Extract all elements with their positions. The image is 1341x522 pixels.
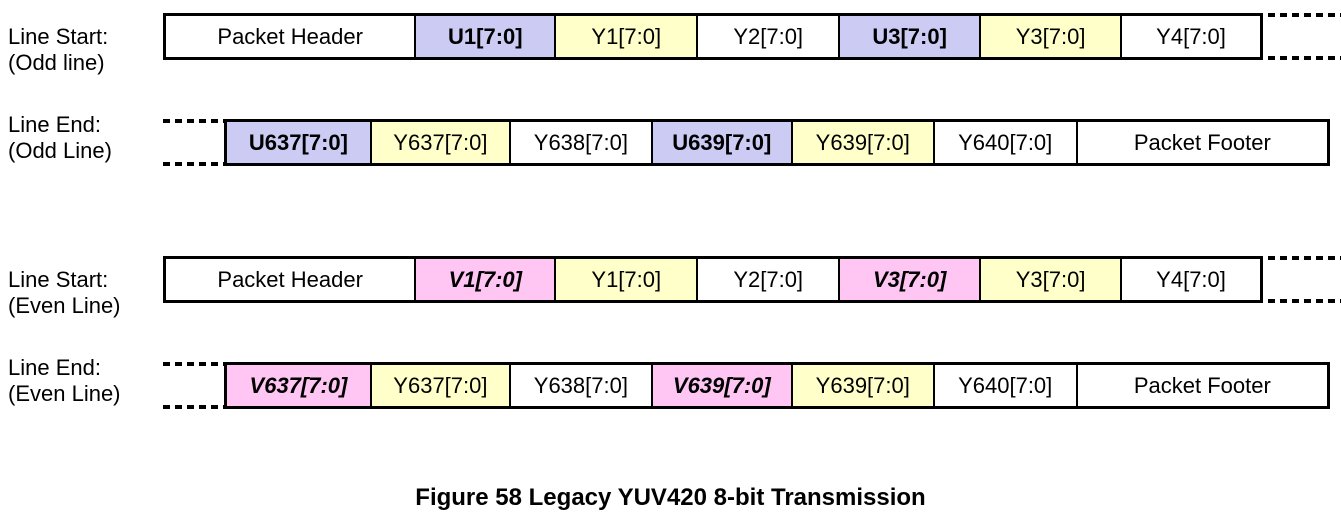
cell-y370: Y3[7:0] (979, 259, 1121, 300)
cell-packetheader: Packet Header (166, 16, 415, 57)
row-label-line2: (Odd Line) (8, 138, 112, 163)
row-label-odd-line-start: Line Start: (Odd line) (8, 24, 108, 76)
cell-v170: V1[7:0] (414, 259, 555, 300)
packet-row-even-line-end: Line End: (Even Line) V637[7:0] Y637[7:0] Y6… (0, 355, 1341, 409)
byte-lane-odd-line-start: Packet Header U1[7:0] Y1[7:0] Y2[7:0] U3[7:0… (163, 13, 1263, 60)
lead-in-dotted-line-bottom (163, 162, 224, 166)
cell-y470: Y4[7:0] (1120, 16, 1261, 57)
cell-y170: Y1[7:0] (554, 259, 697, 300)
row-label-even-line-end: Line End: (Even Line) (8, 355, 121, 407)
cell-y64070: Y640[7:0] (932, 365, 1076, 406)
row-label-line2: (Even Line) (8, 293, 121, 318)
cell-y270: Y2[7:0] (696, 259, 839, 300)
cell-y170: Y1[7:0] (554, 16, 697, 57)
cell-y63770: Y637[7:0] (369, 122, 509, 163)
row-label-line2: (Even Line) (8, 381, 121, 406)
byte-lane-even-line-end: V637[7:0] Y637[7:0] Y638[7:0] V639[7:0] Y639… (224, 362, 1330, 409)
cell-u370: U3[7:0] (838, 16, 980, 57)
row-label-line1: Line Start: (8, 267, 109, 292)
cell-packetfooter: Packet Footer (1075, 122, 1327, 163)
cell-u170: U1[7:0] (414, 16, 555, 57)
row-label-line1: Line End: (8, 112, 101, 137)
cell-v63970: V639[7:0] (650, 365, 791, 406)
cell-y64070: Y640[7:0] (932, 122, 1076, 163)
cell-y63870: Y638[7:0] (508, 122, 651, 163)
lead-in-dotted-line-top (163, 119, 224, 123)
row-label-line2: (Odd line) (8, 50, 105, 75)
cell-packetfooter: Packet Footer (1075, 365, 1327, 406)
packet-row-odd-line-end: Line End: (Odd Line) U637[7:0] Y637[7:0] Y63… (0, 112, 1341, 166)
row-label-line1: Line End: (8, 355, 101, 380)
cell-y270: Y2[7:0] (696, 16, 839, 57)
cell-v370: V3[7:0] (838, 259, 980, 300)
packet-row-odd-line-start: Line Start: (Odd line) Packet Header U1[7:0… (0, 13, 1341, 75)
cell-y63970: Y639[7:0] (790, 365, 933, 406)
byte-lane-even-line-start: Packet Header V1[7:0] Y1[7:0] Y2[7:0] V3[7:0… (163, 256, 1263, 303)
row-label-even-line-start: Line Start: (Even Line) (8, 267, 121, 319)
cell-u63970: U639[7:0] (650, 122, 791, 163)
row-label-odd-line-end: Line End: (Odd Line) (8, 112, 112, 164)
lead-in-dotted-line-top (163, 362, 224, 366)
cell-y63970: Y639[7:0] (790, 122, 933, 163)
lead-in-dotted-line-bottom (163, 405, 224, 409)
byte-lane-odd-line-end: U637[7:0] Y637[7:0] Y638[7:0] U639[7:0] Y639… (224, 119, 1330, 166)
continuation-dotted-line-top (1268, 13, 1341, 17)
cell-packetheader: Packet Header (166, 259, 415, 300)
packet-row-even-line-start: Line Start: (Even Line) Packet Header V1[7:… (0, 256, 1341, 318)
cell-v63770: V637[7:0] (227, 365, 370, 406)
continuation-dotted-line-bottom (1268, 299, 1341, 303)
continuation-dotted-line-top (1268, 256, 1341, 260)
row-label-line1: Line Start: (8, 24, 109, 49)
cell-y370: Y3[7:0] (979, 16, 1121, 57)
cell-y470: Y4[7:0] (1120, 259, 1261, 300)
cell-y63870: Y638[7:0] (508, 365, 651, 406)
continuation-dotted-line-bottom (1268, 56, 1341, 60)
cell-u63770: U637[7:0] (227, 122, 370, 163)
cell-y63770: Y637[7:0] (369, 365, 509, 406)
figure-caption: Figure 58 Legacy YUV420 8-bit Transmissi… (415, 484, 926, 511)
